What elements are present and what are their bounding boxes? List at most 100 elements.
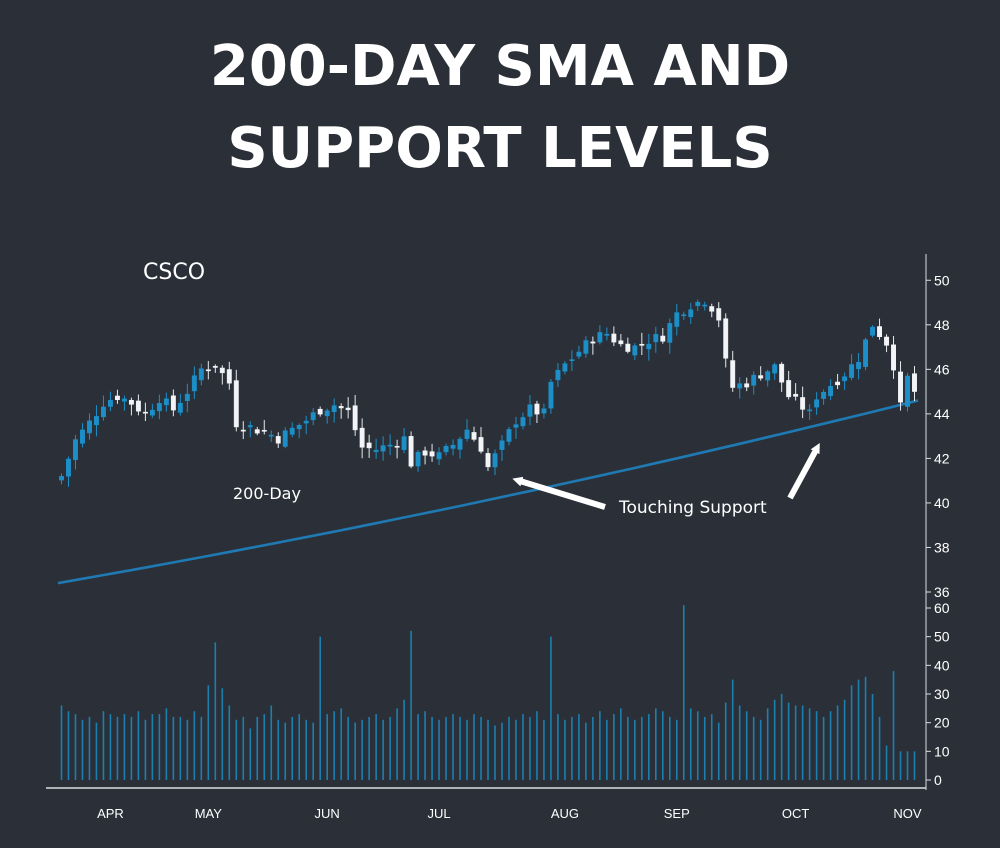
candle-up <box>492 453 498 468</box>
candle-down <box>422 450 428 456</box>
candle-down <box>338 406 344 409</box>
candle-down <box>226 369 232 384</box>
candle-down <box>317 408 323 415</box>
candle-down <box>618 340 624 345</box>
month-label: NOV <box>893 806 922 821</box>
price-tick-label: 50 <box>934 272 950 288</box>
candle-up <box>247 425 253 428</box>
candle-up <box>506 429 512 442</box>
candle-down <box>611 333 617 343</box>
candle-up <box>100 406 106 418</box>
candle-down <box>716 308 722 321</box>
candle-up <box>737 383 743 389</box>
support-arrow-left <box>512 476 606 510</box>
candle-up <box>870 326 876 336</box>
candle-down <box>590 341 596 344</box>
volume-tick-label: 10 <box>934 743 950 759</box>
candle-up <box>569 359 575 362</box>
candle-up <box>107 400 113 407</box>
volume-tick-label: 40 <box>934 657 950 673</box>
candle-down <box>345 407 351 411</box>
candle-up <box>94 416 99 426</box>
candle-down <box>758 375 764 379</box>
candle-up <box>604 333 610 336</box>
candle-up <box>331 405 337 413</box>
candle-up <box>751 374 757 386</box>
candle-down <box>205 369 211 372</box>
candle-up <box>163 398 169 406</box>
candle-down <box>254 429 260 434</box>
candle-up <box>520 417 526 427</box>
candle-down <box>877 326 882 337</box>
month-label: OCT <box>782 806 810 821</box>
candle-up <box>527 404 533 417</box>
candle-up <box>905 375 910 407</box>
volume-tick-label: 20 <box>934 715 950 731</box>
candle-down <box>660 335 666 342</box>
candle-up <box>303 420 309 424</box>
candle-up <box>772 364 778 374</box>
candle-up <box>198 368 204 381</box>
volume-tick-label: 30 <box>934 686 950 702</box>
ticker-label: CSCO <box>143 260 205 285</box>
candle-down <box>744 383 750 388</box>
candle-down <box>485 453 491 468</box>
price-tick-label: 36 <box>934 584 950 600</box>
month-label: AUG <box>551 806 579 821</box>
candle-up <box>380 445 386 452</box>
candle-down <box>786 380 792 398</box>
candle-down <box>709 306 715 312</box>
candle-up <box>401 436 407 451</box>
candle-down <box>898 371 903 403</box>
sma-200-line <box>57 399 919 585</box>
candle-down <box>891 344 896 371</box>
candle-up <box>80 429 85 444</box>
volume-tick-label: 60 <box>934 600 950 616</box>
month-label: JUN <box>315 806 340 821</box>
candle-up <box>66 458 71 477</box>
chart-title-line-2: SUPPORT LEVELS <box>227 116 773 181</box>
candle-down <box>478 437 484 452</box>
candle-up <box>156 403 162 412</box>
candle-up <box>121 398 127 402</box>
candle-down <box>639 343 645 346</box>
candle-up <box>177 402 183 413</box>
candle-down <box>114 395 120 400</box>
candle-up <box>436 452 442 460</box>
candle-down <box>625 343 631 352</box>
candle-down <box>408 436 414 467</box>
candle-up <box>576 351 582 357</box>
candle-up <box>457 438 463 450</box>
candle-up <box>443 445 449 453</box>
month-label: JUL <box>427 806 450 821</box>
candle-up <box>541 408 547 414</box>
sma-label: 200-Day <box>233 484 301 503</box>
annotation-label: Touching Support <box>618 498 767 518</box>
candle-up <box>450 444 456 449</box>
candle-down <box>359 427 365 448</box>
volume-tick-label: 0 <box>934 772 942 788</box>
candle-up <box>653 334 659 343</box>
price-tick-label: 48 <box>934 317 950 333</box>
candle-down <box>275 436 281 444</box>
candle-up <box>59 476 64 481</box>
candle-down <box>170 395 176 411</box>
candle-up <box>324 410 330 417</box>
candle-up <box>296 424 302 430</box>
candle-down <box>128 399 134 405</box>
month-label: APR <box>97 806 124 821</box>
candle-up <box>513 424 519 428</box>
candle-up <box>289 427 295 435</box>
candle-up <box>499 440 505 450</box>
candle-up <box>387 444 393 447</box>
candle-down <box>793 393 799 397</box>
candle-down <box>219 367 225 374</box>
candle-down <box>366 442 372 449</box>
candle-up <box>184 393 190 402</box>
candle-down <box>800 397 806 410</box>
candle-up <box>765 371 771 381</box>
candle-up <box>849 364 855 378</box>
candle-up <box>149 409 155 416</box>
